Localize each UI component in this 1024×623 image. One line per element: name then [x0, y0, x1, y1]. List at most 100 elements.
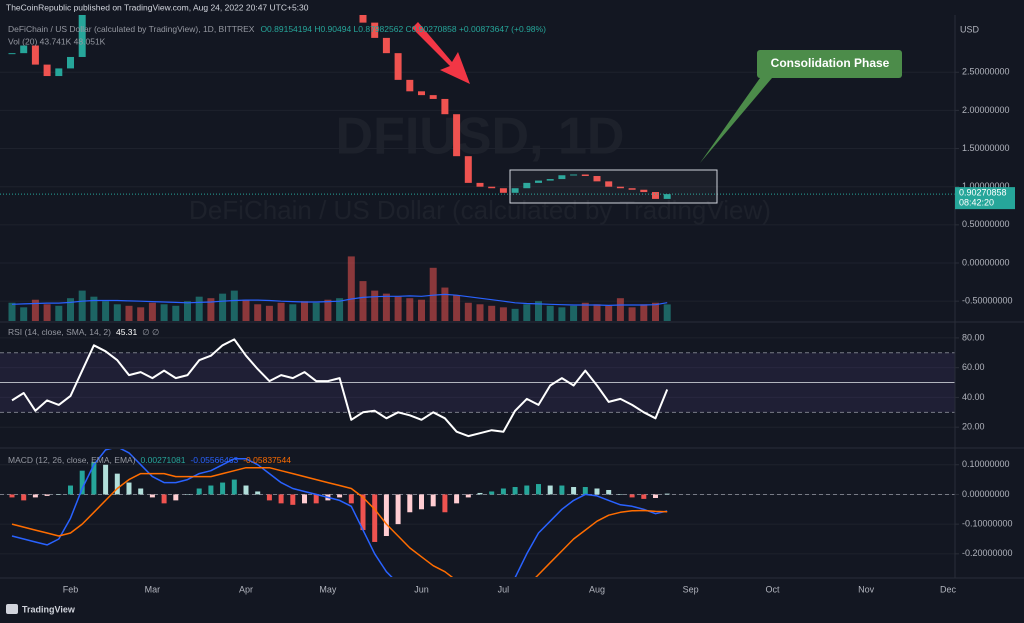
volume-bar — [55, 305, 63, 321]
legend-signal: -0.05837544 — [243, 455, 291, 465]
x-tick-label: Apr — [239, 584, 253, 594]
histogram-bar — [524, 485, 530, 495]
axis-unit: USD — [960, 24, 980, 34]
volume-bar — [441, 287, 449, 321]
candle — [43, 64, 51, 77]
volume-bar — [418, 299, 425, 321]
volume-bar — [593, 304, 601, 321]
y-tick-label: -0.20000000 — [962, 548, 1013, 558]
volume-bar — [640, 304, 648, 321]
histogram-bar — [500, 488, 506, 495]
histogram-bar — [161, 494, 167, 504]
volume-bar — [31, 299, 39, 321]
volume-bar — [20, 307, 28, 321]
x-tick-label: Feb — [63, 584, 79, 594]
volume-bar — [43, 304, 51, 321]
countdown: 08:42:20 — [959, 197, 994, 207]
volume-bar — [230, 290, 238, 321]
volume-bar — [663, 304, 671, 321]
histogram-bar — [56, 494, 62, 495]
watermark: DFIUSD, 1D — [336, 108, 625, 166]
candle — [418, 91, 425, 96]
x-tick-label: Jun — [414, 584, 429, 594]
line — [11, 338, 669, 438]
histogram-bar — [653, 494, 658, 499]
volume-bar — [347, 256, 355, 321]
volume-bar — [394, 296, 402, 321]
callout-text: Consolidation Phase — [771, 56, 890, 70]
price-pane — [0, 15, 955, 321]
histogram-bar — [629, 494, 635, 498]
volume-bar — [453, 295, 461, 321]
candle — [523, 182, 531, 189]
macd-pane — [0, 449, 955, 577]
watermark-sub: DeFiChain / US Dollar (calculated by Tra… — [189, 195, 771, 225]
histogram-bar — [44, 494, 50, 496]
histogram-bar — [536, 484, 541, 495]
price-badge-label: 0.90270858 — [959, 187, 1007, 197]
x-tick-label: Jul — [498, 584, 510, 594]
volume-bar — [570, 305, 578, 321]
axes: -0.50000000 0.00000000 0.50000000 1.0000000… — [0, 15, 1024, 594]
volume-bar — [382, 293, 390, 321]
histogram-bar — [68, 485, 73, 495]
volume-bar — [277, 302, 285, 321]
histogram-bar — [594, 488, 600, 495]
volume-bar — [476, 304, 484, 321]
legend-title: MACD (12, 26, close, EMA, EMA) — [8, 455, 136, 465]
x-tick-label: Aug — [589, 584, 605, 594]
x-tick-label: Nov — [858, 584, 875, 594]
candle — [55, 68, 63, 77]
candle — [511, 188, 519, 193]
histogram-bar — [185, 494, 190, 495]
candle — [441, 98, 449, 115]
candle — [616, 186, 624, 189]
candle — [78, 15, 86, 57]
histogram-bar — [302, 494, 307, 504]
volume-bar — [289, 304, 297, 321]
histogram-bar — [512, 487, 518, 495]
histogram-bar — [243, 485, 249, 495]
histogram-bar — [103, 464, 109, 495]
histogram-bar — [407, 494, 413, 513]
candle — [546, 179, 554, 181]
legend-title: RSI (14, close, SMA, 14, 2) — [8, 327, 111, 337]
histogram-bar — [617, 494, 623, 495]
candle — [382, 37, 390, 54]
volume-bar — [207, 298, 215, 321]
volume-bar — [137, 307, 145, 321]
x-tick-label: Dec — [940, 584, 957, 594]
candle — [499, 188, 507, 193]
histogram-bar — [465, 494, 471, 498]
volume-bar — [184, 301, 191, 321]
volume-bar — [90, 296, 98, 321]
volume-bar — [511, 308, 519, 321]
histogram-bar — [559, 485, 565, 495]
histogram-bar — [489, 491, 495, 495]
volume-bar — [499, 307, 507, 321]
histogram-bar — [220, 482, 226, 495]
volume-bar — [359, 281, 367, 321]
line — [11, 293, 668, 306]
histogram-bar — [664, 493, 670, 495]
volume-bar — [581, 302, 589, 321]
y-tick-label: 2.50000000 — [962, 67, 1010, 77]
price-legend: DeFiChain / US Dollar (calculated by Tra… — [8, 24, 546, 34]
candle — [464, 156, 472, 183]
volume-bar — [523, 304, 531, 321]
histogram-bar — [266, 494, 272, 501]
volume-bar — [78, 290, 86, 321]
macd-legend: MACD (12, 26, close, EMA, EMA) 0.00271081… — [8, 455, 291, 465]
volume-bar — [312, 302, 320, 321]
volume-bar — [125, 305, 133, 321]
candle — [652, 192, 659, 199]
volume-bar — [546, 305, 554, 321]
histogram-bar — [360, 494, 366, 531]
legend-macd: -0.05566463 — [190, 455, 238, 465]
volume-bar — [324, 299, 332, 321]
candle — [359, 15, 367, 23]
volume-bar — [652, 302, 659, 321]
volume-bar — [172, 305, 180, 321]
